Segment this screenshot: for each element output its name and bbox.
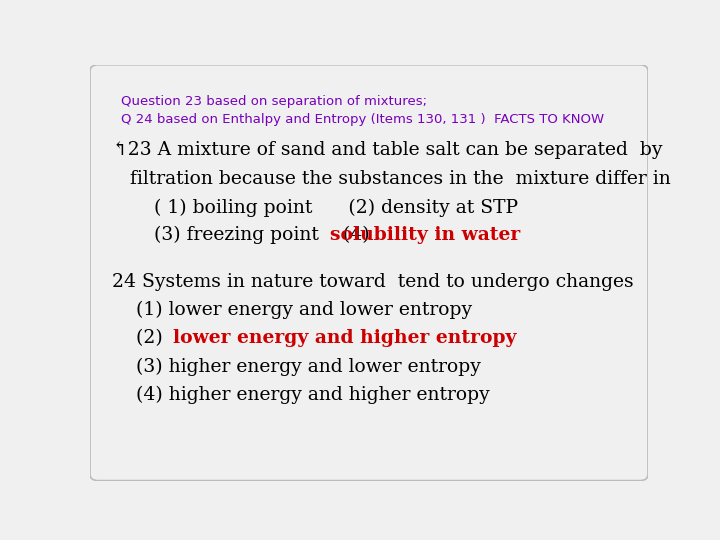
Text: ↰23 A mixture of sand and table salt can be separated  by: ↰23 A mixture of sand and table salt can… <box>112 140 663 159</box>
Text: (4) higher energy and higher entropy: (4) higher energy and higher entropy <box>112 386 490 404</box>
FancyBboxPatch shape <box>90 65 648 481</box>
Text: (3) higher energy and lower entropy: (3) higher energy and lower entropy <box>112 357 481 376</box>
Text: (2): (2) <box>112 329 169 347</box>
Text: 24 Systems in nature toward  tend to undergo changes: 24 Systems in nature toward tend to unde… <box>112 273 634 291</box>
Text: lower energy and higher entropy: lower energy and higher entropy <box>173 329 516 347</box>
Text: ( 1) boiling point      (2) density at STP: ( 1) boiling point (2) density at STP <box>112 199 518 217</box>
Text: Q 24 based on Enthalpy and Entropy (Items 130, 131 )  FACTS TO KNOW: Q 24 based on Enthalpy and Entropy (Item… <box>121 113 604 126</box>
Text: (3) freezing point    (4): (3) freezing point (4) <box>112 226 376 245</box>
Text: solubility in water: solubility in water <box>330 226 520 244</box>
Text: filtration because the substances in the  mixture differ in: filtration because the substances in the… <box>112 170 671 187</box>
Text: Question 23 based on separation of mixtures;: Question 23 based on separation of mixtu… <box>121 94 427 108</box>
Text: (1) lower energy and lower entropy: (1) lower energy and lower entropy <box>112 301 472 319</box>
